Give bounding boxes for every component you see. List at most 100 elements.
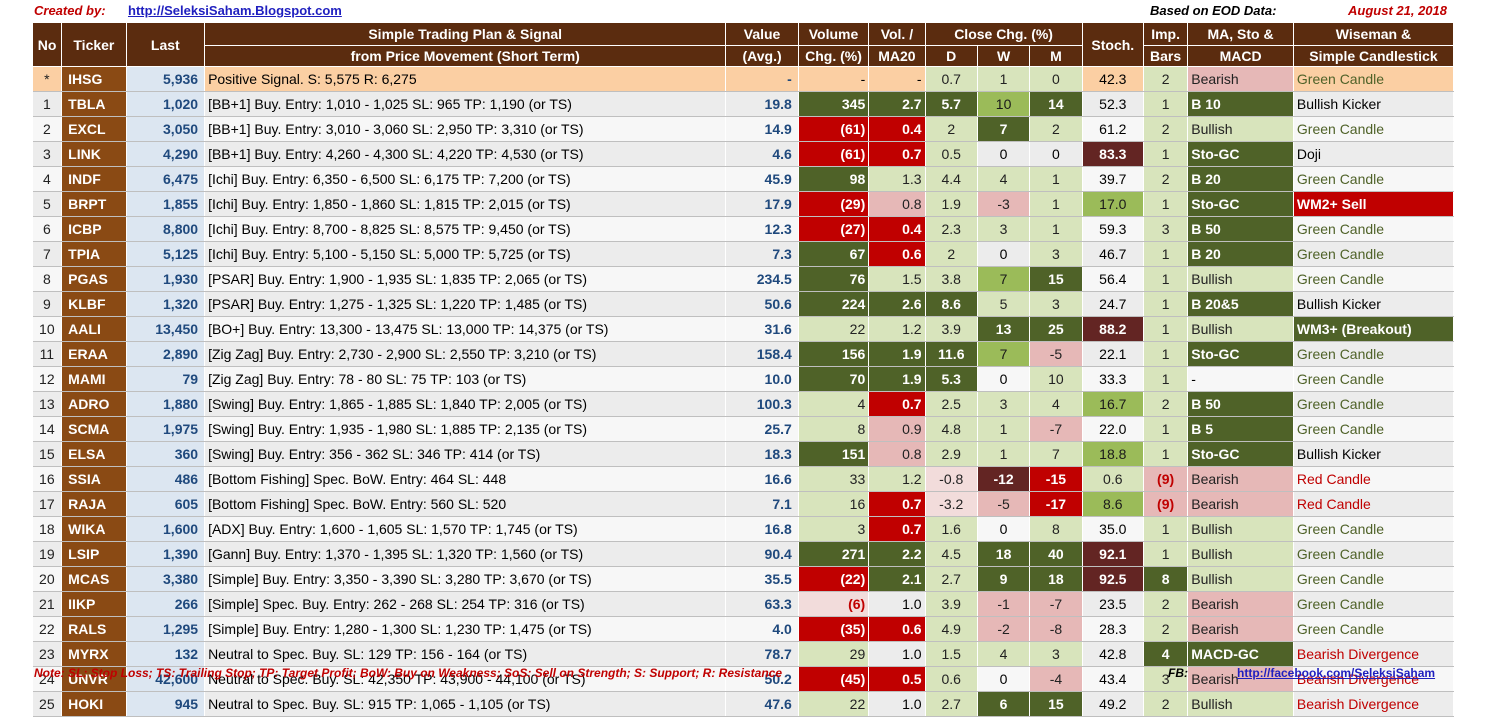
value-cell: 63.3 (725, 591, 799, 617)
trading-plan-cell: [Ichi] Buy. Entry: 1,850 - 1,860 SL: 1,8… (204, 191, 727, 217)
col-d: D (924, 45, 978, 67)
wiseman-candle-cell: Green Candle (1293, 216, 1455, 242)
row-number: 11 (32, 341, 63, 367)
impulse-bars-cell: 8 (1143, 566, 1189, 592)
close-chg-d-cell: -0.8 (925, 466, 978, 492)
wiseman-candle-cell: Green Candle (1293, 516, 1455, 542)
wiseman-candle-cell: WM3+ (Breakout) (1293, 316, 1455, 342)
close-chg-m-cell: 3 (1029, 241, 1083, 267)
last-price-cell: 1,600 (126, 516, 206, 542)
row-number: 20 (32, 566, 63, 592)
close-chg-w-cell: 0 (977, 241, 1031, 267)
row-number: 9 (32, 291, 63, 317)
ma-sto-macd-cell: B 10 (1187, 91, 1294, 117)
value-cell: 7.3 (725, 241, 799, 267)
vol-ma20-cell: 2.1 (868, 566, 926, 592)
wiseman-candle-cell: Green Candle (1293, 241, 1455, 267)
blog-link[interactable]: http://SeleksiSaham.Blogspot.com (128, 3, 342, 18)
stoch-cell: 23.5 (1082, 591, 1144, 617)
trading-plan-cell: [PSAR] Buy. Entry: 1,900 - 1,935 SL: 1,8… (204, 266, 727, 292)
table-row: 13 ADRO 1,880 [Swing] Buy. Entry: 1,865 - 1… (32, 391, 1455, 417)
col-wiseman-sub: Simple Candlestick (1292, 45, 1455, 67)
close-chg-w-cell: 4 (977, 166, 1031, 192)
close-chg-d-cell: 5.3 (925, 366, 978, 392)
value-cell: 25.7 (725, 416, 799, 442)
value-cell: 78.7 (725, 641, 799, 667)
table-row: 8 PGAS 1,930 [PSAR] Buy. Entry: 1,900 - 1,9… (32, 266, 1455, 292)
vol-ma20-cell: 0.6 (868, 241, 926, 267)
volume-chg-cell: 345 (798, 91, 870, 117)
ma-sto-macd-cell: B 50 (1187, 216, 1294, 242)
close-chg-d-cell: 2.5 (925, 391, 978, 417)
close-chg-d-cell: 1.9 (925, 191, 978, 217)
vol-ma20-cell: 0.8 (868, 441, 926, 467)
volume-chg-cell: (45) (798, 666, 870, 692)
close-chg-m-cell: 3 (1029, 641, 1083, 667)
ma-sto-macd-cell: Sto-GC (1187, 341, 1294, 367)
close-chg-d-cell: 4.9 (925, 616, 978, 642)
close-chg-d-cell: 4.8 (925, 416, 978, 442)
eod-date: August 21, 2018 (1348, 3, 1447, 18)
close-chg-d-cell: 2.9 (925, 441, 978, 467)
volume-chg-cell: 4 (798, 391, 870, 417)
close-chg-w-cell: 0 (977, 141, 1031, 167)
ma-sto-macd-cell: Sto-GC (1187, 191, 1294, 217)
vol-ma20-cell: 1.2 (868, 316, 926, 342)
close-chg-m-cell: 4 (1029, 391, 1083, 417)
trading-plan-cell: [BB+1] Buy. Entry: 3,010 - 3,060 SL: 2,9… (204, 116, 727, 142)
impulse-bars-cell: 1 (1143, 416, 1189, 442)
table-row: 11 ERAA 2,890 [Zig Zag] Buy. Entry: 2,730 -… (32, 341, 1455, 367)
trading-plan-cell: [BB+1] Buy. Entry: 1,010 - 1,025 SL: 965… (204, 91, 727, 117)
stoch-cell: 33.3 (1082, 366, 1144, 392)
volume-chg-cell: 271 (798, 541, 870, 567)
last-price-cell: 1,390 (126, 541, 206, 567)
close-chg-d-cell: 5.7 (925, 91, 978, 117)
facebook-link[interactable]: http://facebook.com/SeleksiSaham (1237, 666, 1436, 680)
ticker-cell: EXCL (61, 116, 127, 142)
impulse-bars-cell: (9) (1143, 491, 1189, 517)
ma-sto-macd-cell: B 50 (1187, 391, 1294, 417)
close-chg-m-cell: 2 (1029, 116, 1083, 142)
last-price-cell: 1,880 (126, 391, 206, 417)
stoch-cell: 22.0 (1082, 416, 1144, 442)
close-chg-w-cell: 1 (977, 66, 1031, 92)
volume-chg-cell: (22) (798, 566, 870, 592)
vol-ma20-cell: 1.9 (868, 341, 926, 367)
ma-sto-macd-cell: Bearish (1187, 66, 1294, 92)
volume-chg-cell: (6) (798, 591, 870, 617)
close-chg-d-cell: 4.4 (925, 166, 978, 192)
close-chg-m-cell: 7 (1029, 441, 1083, 467)
trading-plan-cell: Neutral to Spec. Buy. SL: 915 TP: 1,065 … (204, 691, 727, 717)
vol-ma20-cell: 0.7 (868, 491, 926, 517)
wiseman-candle-cell: Red Candle (1293, 466, 1455, 492)
volume-chg-cell: (29) (798, 191, 870, 217)
ticker-cell: ELSA (61, 441, 127, 467)
impulse-bars-cell: 2 (1143, 166, 1189, 192)
ticker-cell: MAMI (61, 366, 127, 392)
close-chg-d-cell: 8.6 (925, 291, 978, 317)
close-chg-w-cell: 0 (977, 666, 1031, 692)
close-chg-w-cell: 1 (977, 441, 1031, 467)
row-number: 18 (32, 516, 63, 542)
based-on-label: Based on EOD Data: (1150, 3, 1277, 18)
ma-sto-macd-cell: Bearish (1187, 616, 1294, 642)
table-row: 18 WIKA 1,600 [ADX] Buy. Entry: 1,600 - 1,6… (32, 516, 1455, 542)
col-w: W (976, 45, 1031, 67)
close-chg-d-cell: 0.6 (925, 666, 978, 692)
close-chg-w-cell: 3 (977, 216, 1031, 242)
stoch-cell: 39.7 (1082, 166, 1144, 192)
ticker-cell: AALI (61, 316, 127, 342)
impulse-bars-cell: 4 (1143, 641, 1189, 667)
impulse-bars-cell: 1 (1143, 516, 1189, 542)
wiseman-candle-cell: Green Candle (1293, 166, 1455, 192)
close-chg-w-cell: 7 (977, 116, 1031, 142)
ma-sto-macd-cell: Bullish (1187, 316, 1294, 342)
signal-table: No Ticker Last Simple Trading Plan & Sig… (31, 22, 1455, 717)
ticker-cell: SCMA (61, 416, 127, 442)
wiseman-candle-cell: WM2+ Sell (1293, 191, 1455, 217)
volume-chg-cell: 3 (798, 516, 870, 542)
sheet: Created by: http://SeleksiSaham.Blogspot… (31, 3, 1455, 717)
volume-chg-cell: (35) (798, 616, 870, 642)
close-chg-m-cell: 15 (1029, 691, 1083, 717)
row-number: 7 (32, 241, 63, 267)
